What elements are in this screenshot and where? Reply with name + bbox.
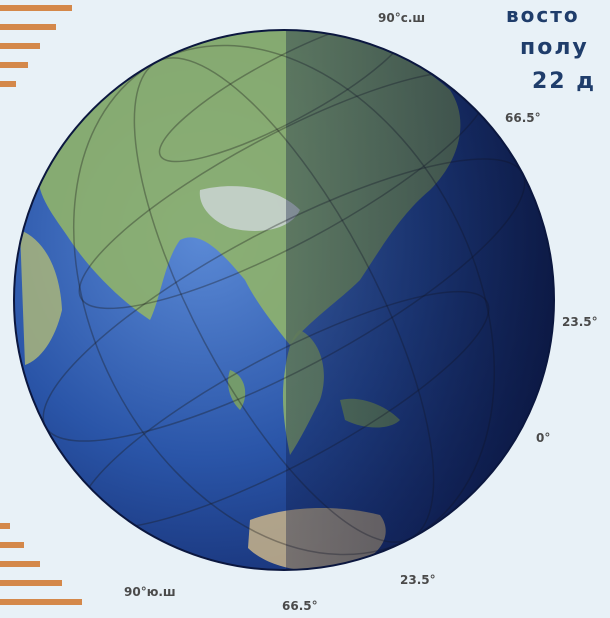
label-tropic-cancer: 23.5° [562, 315, 598, 329]
caption-line-1: восто [506, 3, 580, 27]
label-north-pole: 90°с.ш [378, 11, 425, 25]
sun-rays-bottom [0, 523, 82, 605]
caption-line-2: полу [520, 35, 589, 60]
sun-rays-top [0, 5, 72, 87]
landmass-arabia-africa [20, 230, 62, 365]
caption-line-3: 22 д [532, 69, 596, 94]
label-arctic-circle: 66.5° [505, 111, 541, 125]
label-south-pole: 90°ю.ш [124, 585, 176, 599]
globe-outline [13, 29, 555, 571]
label-antarctic-circle: 66.5° [282, 599, 318, 613]
label-tropic-capricorn: 23.5° [400, 573, 436, 587]
landmass-himalaya [199, 186, 300, 231]
label-equator: 0° [536, 431, 550, 445]
caption: восто полу 22 д [506, 3, 596, 94]
